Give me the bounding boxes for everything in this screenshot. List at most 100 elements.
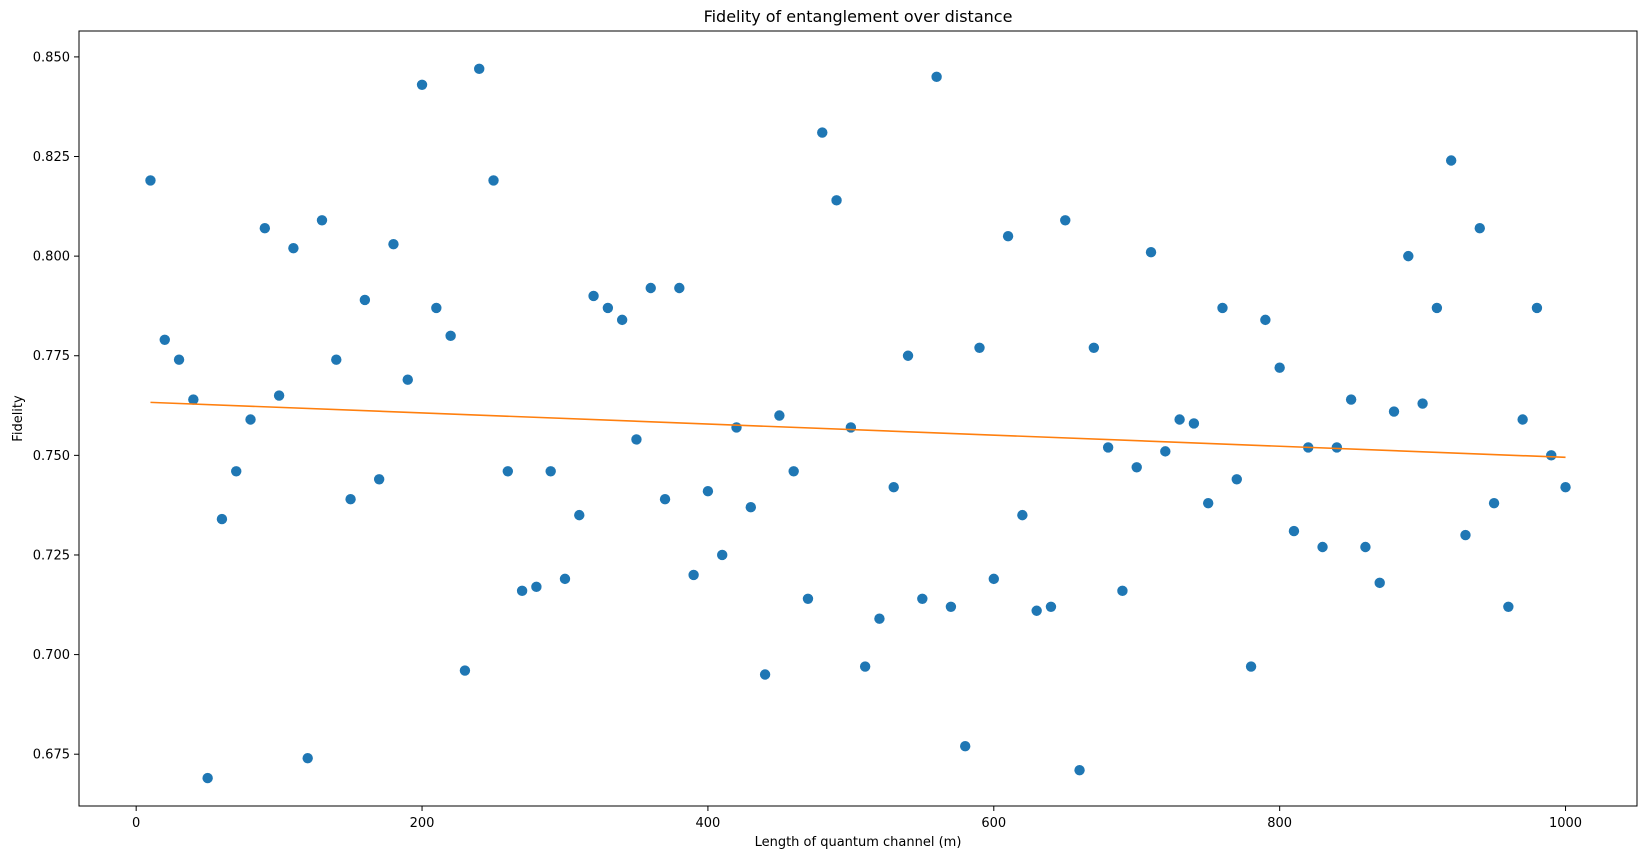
data-point bbox=[488, 175, 499, 186]
data-point bbox=[231, 466, 242, 477]
data-point bbox=[917, 593, 928, 605]
data-point bbox=[502, 466, 514, 477]
data-point bbox=[1331, 442, 1343, 453]
data-point bbox=[702, 486, 714, 497]
data-point bbox=[960, 741, 971, 752]
y-tick-label: 0.725 bbox=[33, 548, 70, 563]
data-point bbox=[1031, 605, 1042, 616]
data-point bbox=[545, 466, 556, 477]
data-point bbox=[516, 585, 528, 597]
x-tick-label: 400 bbox=[696, 816, 721, 831]
data-point bbox=[1488, 497, 1500, 509]
x-tick-label: 600 bbox=[981, 816, 1006, 831]
data-point bbox=[902, 350, 914, 361]
chart-title: Fidelity of entanglement over distance bbox=[704, 7, 1013, 26]
data-point bbox=[1517, 414, 1528, 425]
data-point bbox=[1117, 585, 1128, 597]
data-point bbox=[974, 342, 985, 353]
data-point bbox=[602, 302, 614, 314]
data-point bbox=[988, 573, 999, 585]
data-point bbox=[1360, 541, 1371, 553]
data-point bbox=[1145, 246, 1157, 258]
data-point bbox=[1403, 250, 1414, 262]
data-point bbox=[931, 71, 942, 83]
data-point bbox=[1017, 509, 1028, 521]
data-point bbox=[774, 410, 785, 421]
data-point bbox=[788, 466, 799, 477]
data-point bbox=[659, 493, 671, 505]
data-point bbox=[645, 282, 656, 294]
data-point bbox=[259, 223, 271, 234]
data-point bbox=[159, 334, 170, 346]
data-point bbox=[1274, 362, 1285, 373]
data-point bbox=[759, 669, 771, 680]
y-tick-label: 0.775 bbox=[33, 349, 70, 364]
axes: 0 200 400 600 800 1000 0.675 0.700 0.725 0.750 0.7… bbox=[33, 30, 1638, 831]
data-point bbox=[831, 195, 842, 206]
y-tick-label: 0.800 bbox=[33, 250, 70, 265]
data-point bbox=[1503, 601, 1514, 612]
data-point bbox=[459, 665, 471, 676]
data-point bbox=[1417, 398, 1428, 409]
x-tick-label: 0 bbox=[132, 816, 140, 831]
data-point bbox=[1102, 442, 1114, 453]
data-point bbox=[1045, 601, 1057, 612]
data-point bbox=[416, 79, 428, 90]
data-point bbox=[188, 394, 199, 405]
data-point bbox=[173, 354, 185, 365]
data-point bbox=[474, 63, 485, 75]
axes-frame bbox=[78, 30, 1638, 807]
data-point bbox=[1188, 418, 1200, 429]
x-tick-label: 200 bbox=[410, 816, 435, 831]
y-tick-label: 0.750 bbox=[33, 449, 70, 464]
data-point bbox=[302, 752, 313, 764]
data-point bbox=[359, 294, 371, 306]
data-point bbox=[202, 772, 213, 784]
data-point bbox=[531, 581, 542, 593]
data-point bbox=[245, 414, 256, 425]
data-point bbox=[874, 613, 885, 624]
data-point bbox=[688, 569, 699, 581]
data-point bbox=[1174, 414, 1185, 425]
data-point bbox=[1345, 394, 1357, 405]
data-point bbox=[1088, 342, 1100, 353]
data-point bbox=[1431, 302, 1443, 314]
trend-line bbox=[150, 401, 1566, 459]
data-point bbox=[745, 501, 756, 513]
data-point bbox=[1388, 406, 1400, 417]
data-point bbox=[1074, 764, 1085, 776]
data-point bbox=[1202, 497, 1214, 509]
data-point bbox=[1288, 525, 1300, 537]
data-point bbox=[1460, 529, 1471, 541]
data-point bbox=[616, 314, 628, 326]
data-point bbox=[331, 354, 342, 365]
data-point bbox=[402, 374, 413, 385]
data-point bbox=[1245, 661, 1257, 672]
data-point bbox=[717, 549, 728, 561]
data-point bbox=[1474, 223, 1485, 234]
data-point bbox=[817, 127, 828, 138]
data-point bbox=[345, 493, 356, 505]
data-point bbox=[1317, 541, 1328, 553]
data-point bbox=[674, 282, 685, 294]
data-point bbox=[845, 422, 857, 433]
data-point bbox=[445, 330, 456, 342]
data-point bbox=[574, 509, 585, 521]
data-point bbox=[731, 422, 742, 433]
data-point bbox=[1060, 215, 1071, 226]
data-point bbox=[1217, 302, 1228, 314]
data-point bbox=[1131, 462, 1142, 473]
y-tick-label: 0.825 bbox=[33, 150, 70, 165]
y-axis-label: Fidelity bbox=[11, 395, 26, 442]
data-point bbox=[945, 601, 957, 612]
data-point bbox=[802, 593, 814, 605]
trend-line-segment bbox=[150, 401, 1566, 459]
data-point bbox=[1374, 577, 1385, 589]
data-point bbox=[431, 302, 442, 314]
data-point bbox=[145, 175, 156, 186]
x-axis-label: Length of quantum channel (m) bbox=[755, 835, 962, 850]
data-point bbox=[1231, 474, 1242, 485]
x-tick-label: 1000 bbox=[1549, 816, 1582, 831]
data-point bbox=[388, 238, 399, 250]
